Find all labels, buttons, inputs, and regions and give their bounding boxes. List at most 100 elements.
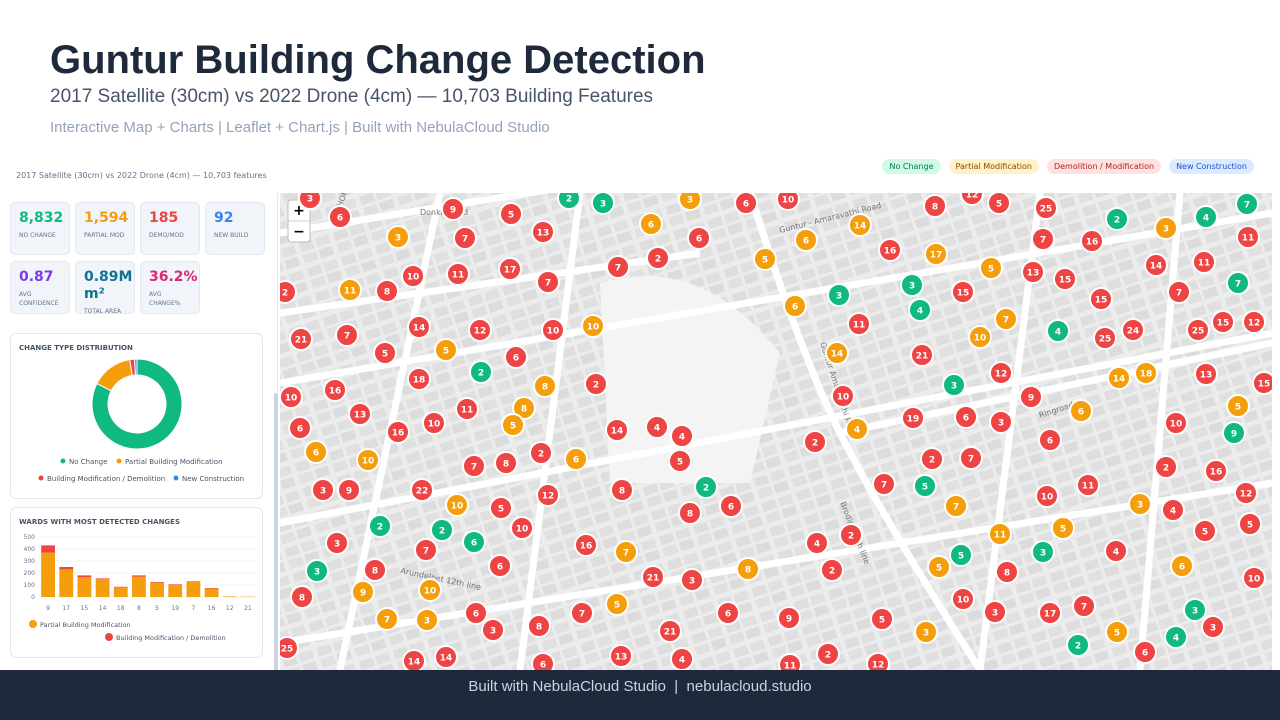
cluster-marker[interactable]: 7: [1031, 227, 1055, 251]
cluster-marker[interactable]: 4: [908, 298, 932, 322]
cluster-marker[interactable]: 5: [949, 543, 973, 567]
cluster-marker[interactable]: 10: [510, 516, 534, 540]
cluster-marker[interactable]: 10: [581, 314, 605, 338]
cluster-marker[interactable]: 12: [468, 318, 492, 342]
cluster-marker[interactable]: 5: [1105, 620, 1129, 644]
cluster-marker[interactable]: 2: [1154, 455, 1178, 479]
cluster-marker[interactable]: 4: [805, 531, 829, 555]
cluster-marker[interactable]: 10: [776, 193, 800, 211]
cluster-marker[interactable]: 5: [489, 496, 513, 520]
cluster-marker[interactable]: 5: [913, 474, 937, 498]
cluster-marker[interactable]: 10: [541, 318, 565, 342]
cluster-marker[interactable]: 10: [831, 384, 855, 408]
cluster-marker[interactable]: 2: [529, 441, 553, 465]
cluster-marker[interactable]: 3: [678, 193, 702, 211]
cluster-marker[interactable]: 6: [1170, 554, 1194, 578]
cluster-marker[interactable]: 4: [670, 647, 694, 670]
cluster-marker[interactable]: 5: [927, 555, 951, 579]
cluster-marker[interactable]: 11: [1076, 473, 1100, 497]
cluster-marker[interactable]: 16: [1204, 459, 1228, 483]
cluster-marker[interactable]: 6: [504, 345, 528, 369]
cluster-marker[interactable]: 3: [1031, 540, 1055, 564]
cluster-marker[interactable]: 10: [968, 325, 992, 349]
cluster-marker[interactable]: 13: [348, 402, 372, 426]
cluster-marker[interactable]: 7: [1072, 594, 1096, 618]
cluster-marker[interactable]: 25: [1034, 196, 1058, 220]
cluster-marker[interactable]: 21: [289, 327, 313, 351]
cluster-marker[interactable]: 9: [337, 478, 361, 502]
cluster-marker[interactable]: 4: [645, 415, 669, 439]
cluster-marker[interactable]: 2: [430, 518, 454, 542]
cluster-marker[interactable]: 10: [422, 411, 446, 435]
cluster-marker[interactable]: 16: [1080, 229, 1104, 253]
cluster-marker[interactable]: 7: [453, 226, 477, 250]
cluster-marker[interactable]: 9: [1222, 421, 1246, 445]
zoom-in[interactable]: +: [293, 203, 305, 219]
cluster-marker[interactable]: 11: [455, 397, 479, 421]
cluster-marker[interactable]: 22: [410, 478, 434, 502]
cluster-marker[interactable]: 18: [1134, 361, 1158, 385]
cluster-marker[interactable]: 3: [386, 225, 410, 249]
cluster-marker[interactable]: 6: [464, 601, 488, 625]
cluster-marker[interactable]: 6: [1133, 640, 1157, 664]
cluster-marker[interactable]: 6: [564, 447, 588, 471]
cluster-marker[interactable]: 2: [1105, 207, 1129, 231]
cluster-marker[interactable]: 8: [736, 557, 760, 581]
cluster-marker[interactable]: 5: [373, 341, 397, 365]
cluster-marker[interactable]: 10: [951, 587, 975, 611]
cluster-marker[interactable]: 16: [386, 420, 410, 444]
cluster-marker[interactable]: 2: [920, 447, 944, 471]
cluster-marker[interactable]: 3: [305, 559, 329, 583]
cluster-marker[interactable]: 4: [845, 417, 869, 441]
cluster-marker[interactable]: 11: [338, 278, 362, 302]
cluster-marker[interactable]: 17: [1038, 601, 1062, 625]
cluster-marker[interactable]: 3: [311, 478, 335, 502]
cluster-marker[interactable]: 7: [614, 540, 638, 564]
cluster-marker[interactable]: 21: [641, 565, 665, 589]
cluster-marker[interactable]: 7: [606, 255, 630, 279]
cluster-marker[interactable]: 7: [994, 307, 1018, 331]
cluster-marker[interactable]: 14: [402, 649, 426, 670]
cluster-marker[interactable]: 2: [816, 642, 840, 666]
cluster-marker[interactable]: 5: [668, 449, 692, 473]
cluster-marker[interactable]: 10: [418, 578, 442, 602]
cluster-marker[interactable]: 10: [1164, 411, 1188, 435]
zoom-out[interactable]: −: [293, 224, 305, 240]
cluster-marker[interactable]: 2: [584, 372, 608, 396]
cluster-marker[interactable]: 7: [375, 607, 399, 631]
cluster-marker[interactable]: 3: [827, 283, 851, 307]
cluster-marker[interactable]: 2: [1066, 633, 1090, 657]
cluster-marker[interactable]: 10: [1242, 566, 1266, 590]
cluster-marker[interactable]: 6: [687, 226, 711, 250]
cluster-marker[interactable]: 7: [1235, 193, 1259, 216]
cluster-marker[interactable]: 10: [1035, 484, 1059, 508]
cluster-marker[interactable]: 11: [446, 262, 470, 286]
cluster-marker[interactable]: 2: [368, 514, 392, 538]
cluster-marker[interactable]: 7: [1226, 271, 1250, 295]
cluster-marker[interactable]: 9: [777, 606, 801, 630]
cluster-marker[interactable]: 21: [658, 619, 682, 643]
cluster-marker[interactable]: 14: [434, 645, 458, 669]
cluster-marker[interactable]: 3: [1201, 615, 1225, 639]
cluster-marker[interactable]: 6: [1069, 399, 1093, 423]
cluster-marker[interactable]: 10: [356, 448, 380, 472]
cluster-marker[interactable]: 8: [375, 279, 399, 303]
cluster-marker[interactable]: 14: [1107, 366, 1131, 390]
cluster-marker[interactable]: 9: [1019, 385, 1043, 409]
cluster-marker[interactable]: 7: [872, 472, 896, 496]
cluster-marker[interactable]: 12: [866, 652, 890, 670]
cluster-marker[interactable]: 2: [280, 280, 297, 304]
cluster-marker[interactable]: 9: [351, 580, 375, 604]
cluster-marker[interactable]: 6: [288, 416, 312, 440]
cluster-marker[interactable]: 8: [678, 501, 702, 525]
cluster-marker[interactable]: 5: [1051, 516, 1075, 540]
cluster-marker[interactable]: 12: [1242, 310, 1266, 334]
cluster-marker[interactable]: 5: [1226, 394, 1250, 418]
cluster-marker[interactable]: 4: [1104, 539, 1128, 563]
cluster-marker[interactable]: 4: [670, 424, 694, 448]
cluster-marker[interactable]: 12: [536, 483, 560, 507]
cluster-marker[interactable]: 6: [1038, 428, 1062, 452]
cluster-marker[interactable]: 12: [1234, 481, 1258, 505]
cluster-marker[interactable]: 14: [1144, 253, 1168, 277]
cluster-marker[interactable]: 10: [445, 493, 469, 517]
